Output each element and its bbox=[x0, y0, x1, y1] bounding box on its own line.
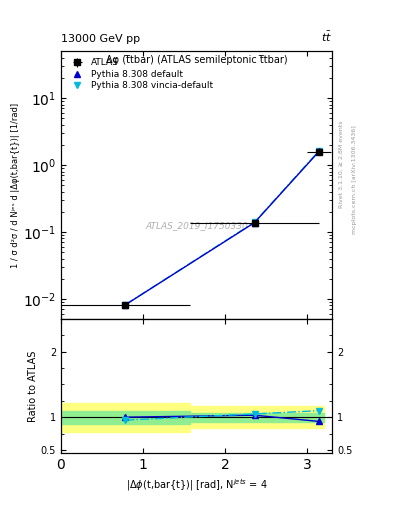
Pythia 8.308 default bbox=[252, 220, 257, 226]
Text: 13000 GeV pp: 13000 GeV pp bbox=[61, 33, 140, 44]
X-axis label: |$\Delta\phi$(t,bar{t})| [rad], N$^{jets}$ = 4: |$\Delta\phi$(t,bar{t})| [rad], N$^{jets… bbox=[126, 478, 267, 494]
Line: Pythia 8.308 default: Pythia 8.308 default bbox=[123, 148, 322, 308]
Line: Pythia 8.308 vincia-default: Pythia 8.308 vincia-default bbox=[123, 148, 322, 307]
Text: mcplots.cern.ch [arXiv:1306.3436]: mcplots.cern.ch [arXiv:1306.3436] bbox=[352, 125, 357, 233]
Text: Rivet 3.1.10, ≥ 2.8M events: Rivet 3.1.10, ≥ 2.8M events bbox=[339, 120, 344, 207]
Y-axis label: 1 / σ d²σ / d Nʲᵉˢ d |Δφ(t,bar{t})| [1/rad]: 1 / σ d²σ / d Nʲᵉˢ d |Δφ(t,bar{t})| [1/r… bbox=[11, 102, 20, 268]
Text: Δφ (t̅tbar) (ATLAS semileptonic t̅tbar): Δφ (t̅tbar) (ATLAS semileptonic t̅tbar) bbox=[106, 55, 287, 65]
Text: ATLAS_2019_I1750330: ATLAS_2019_I1750330 bbox=[145, 221, 248, 230]
Y-axis label: Ratio to ATLAS: Ratio to ATLAS bbox=[28, 350, 38, 422]
Pythia 8.308 default bbox=[123, 302, 128, 308]
Pythia 8.308 default bbox=[317, 148, 321, 155]
Pythia 8.308 vincia-default bbox=[123, 302, 128, 308]
Legend: ATLAS, Pythia 8.308 default, Pythia 8.308 vincia-default: ATLAS, Pythia 8.308 default, Pythia 8.30… bbox=[65, 56, 215, 93]
Text: $t\bar{t}$: $t\bar{t}$ bbox=[321, 29, 332, 44]
Pythia 8.308 vincia-default bbox=[317, 147, 321, 154]
Pythia 8.308 vincia-default bbox=[252, 219, 257, 225]
